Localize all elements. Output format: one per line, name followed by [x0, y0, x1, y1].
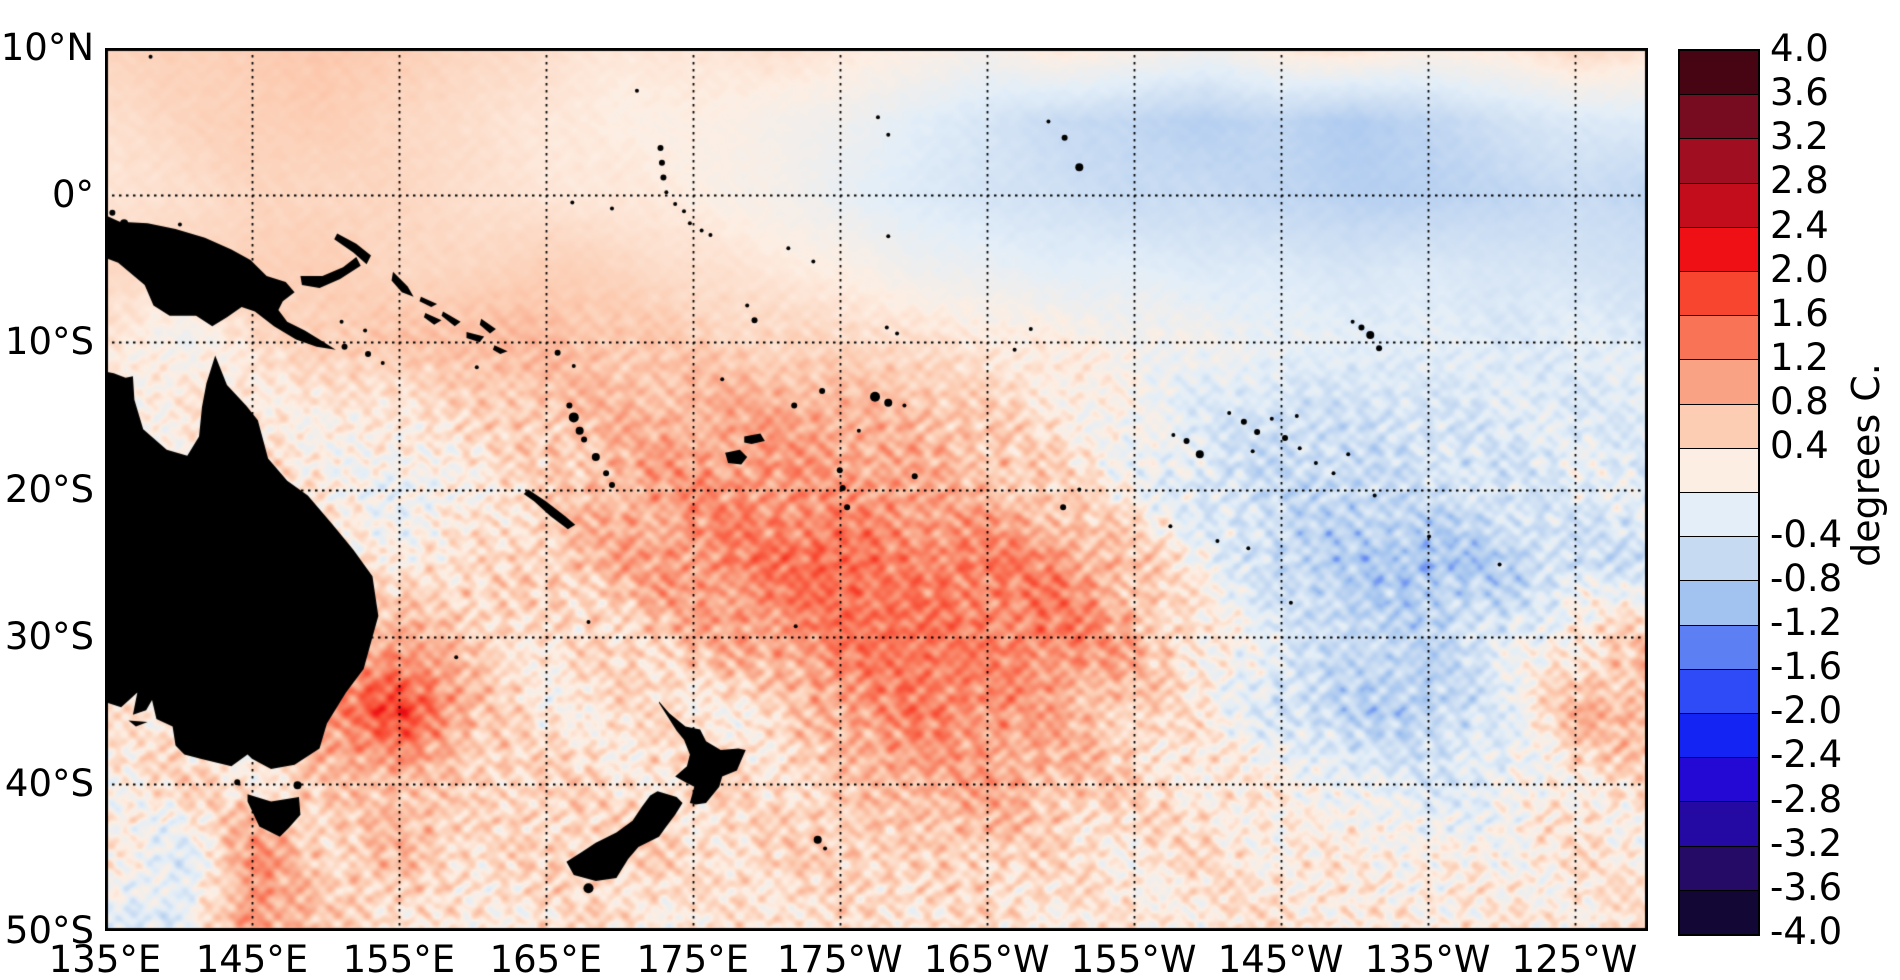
colorbar-segment: [1680, 890, 1758, 935]
colorbar-segment: [1680, 404, 1758, 449]
colorbar-tick-label: -4.0: [1770, 910, 1843, 953]
colorbar-segment: [1680, 360, 1758, 405]
colorbar-tick-label: 2.8: [1770, 159, 1829, 203]
colorbar-tick-label: 4.0: [1770, 27, 1829, 70]
lon-tick-label: 175°E: [636, 938, 750, 980]
colorbar-tick-label: 2.0: [1770, 247, 1829, 291]
lat-tick-label: 40°S: [4, 761, 94, 805]
colorbar-segment: [1680, 227, 1758, 273]
colorbar-segment: [1680, 714, 1758, 759]
colorbar-segment: [1680, 316, 1758, 361]
colorbar-tick-label: -3.2: [1770, 821, 1843, 865]
lat-tick-label: 10°N: [0, 26, 94, 69]
colorbar-tick-label: 1.2: [1770, 336, 1829, 380]
colorbar-segment: [1680, 95, 1758, 140]
lat-tick-label: 10°S: [4, 320, 94, 364]
colorbar-segment: [1680, 448, 1758, 494]
colorbar-segment: [1680, 272, 1758, 317]
colorbar-tick-label: -3.6: [1770, 865, 1843, 909]
lon-tick-label: 175°W: [776, 938, 903, 980]
colorbar-tick-label: 1.6: [1770, 291, 1829, 335]
colorbar-segment: [1680, 183, 1758, 228]
pacific-map-area: [105, 48, 1648, 931]
lat-tick-label: 50°S: [4, 909, 94, 952]
colorbar-tick-label: -1.6: [1770, 645, 1843, 689]
colorbar-segment: [1680, 51, 1758, 96]
colorbar-tick-label: 0.4: [1770, 424, 1829, 468]
colorbar-segment: [1680, 669, 1758, 715]
colorbar-segment: [1680, 537, 1758, 582]
colorbar: [1678, 49, 1760, 936]
colorbar-segment: [1680, 493, 1758, 538]
colorbar-segment: [1680, 758, 1758, 803]
lon-tick-label: 155°W: [1070, 938, 1197, 980]
lat-tick-label: 20°S: [4, 467, 94, 511]
lon-tick-label: 135°W: [1364, 938, 1491, 980]
colorbar-tick-label: -0.8: [1770, 556, 1843, 600]
colorbar-segment: [1680, 846, 1758, 891]
colorbar-tick-label: -0.4: [1770, 512, 1843, 556]
colorbar-segment: [1680, 139, 1758, 184]
colorbar-tick-label: 3.2: [1770, 115, 1829, 159]
lon-tick-label: 145°E: [195, 938, 309, 980]
lon-tick-label: 155°E: [342, 938, 456, 980]
lon-tick-label: 135°E: [48, 938, 162, 980]
lon-tick-label: 145°W: [1217, 938, 1344, 980]
colorbar-segment: [1680, 581, 1758, 626]
colorbar-tick-label: -1.2: [1770, 600, 1843, 644]
map-overlay-canvas: [105, 48, 1648, 931]
colorbar-tick-label: -2.4: [1770, 733, 1843, 777]
colorbar-tick-label: -2.8: [1770, 777, 1843, 821]
colorbar-tick-label: -2.0: [1770, 689, 1843, 733]
colorbar-title: degrees C.: [1844, 363, 1888, 567]
lat-tick-label: 0°: [51, 173, 94, 217]
colorbar-tick-label: 3.6: [1770, 71, 1829, 115]
lon-tick-label: 125°W: [1511, 938, 1638, 980]
colorbar-segment: [1680, 625, 1758, 670]
colorbar-tick-label: 2.4: [1770, 203, 1829, 247]
colorbar-segment: [1680, 802, 1758, 847]
lat-tick-label: 30°S: [4, 614, 94, 658]
colorbar-tick-label: 0.8: [1770, 380, 1829, 424]
lon-tick-label: 165°W: [923, 938, 1050, 980]
lon-tick-label: 165°E: [489, 938, 603, 980]
